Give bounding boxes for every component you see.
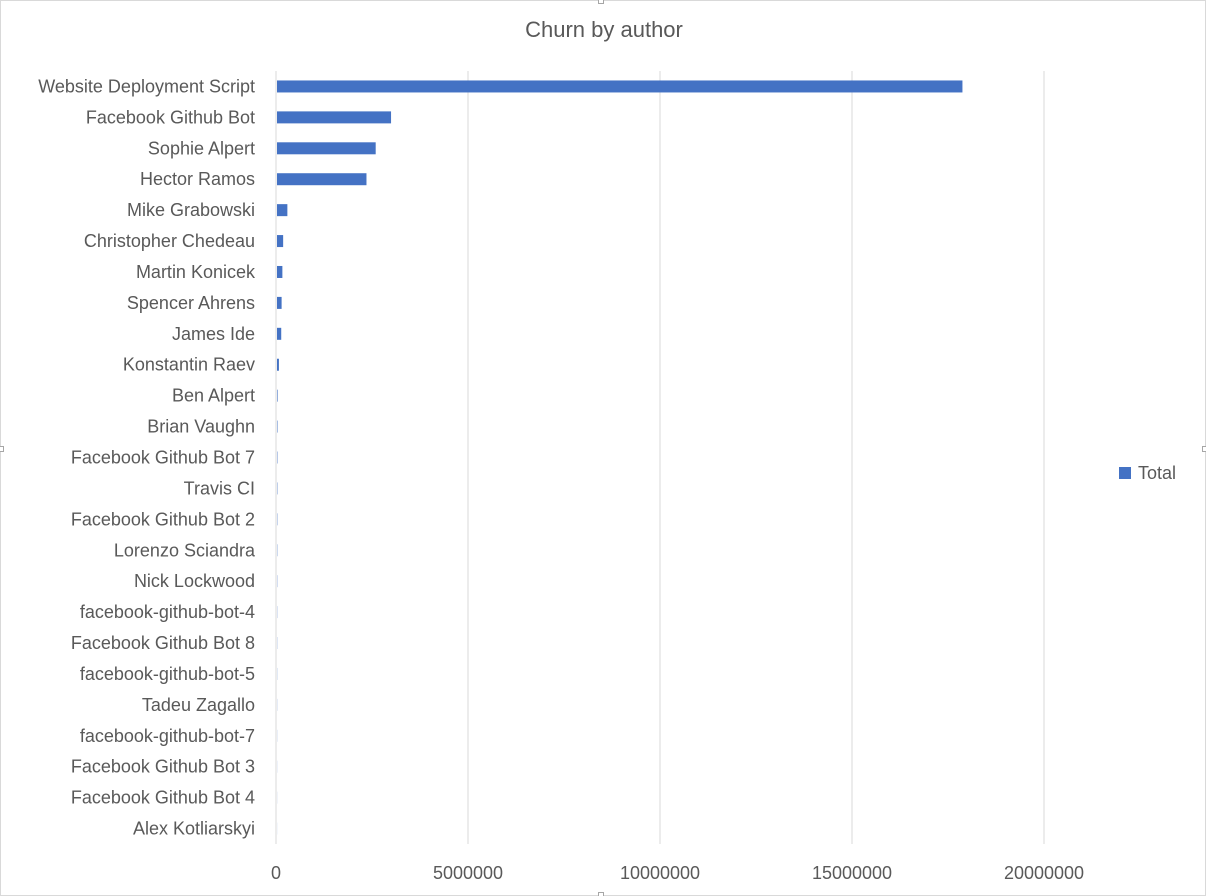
- category-label: Travis CI: [184, 478, 255, 498]
- legend-label-total: Total: [1138, 462, 1177, 483]
- x-tick-label: 20000000: [1004, 863, 1084, 883]
- legend-swatch-total: [1119, 467, 1131, 479]
- category-label: Mike Grabowski: [127, 200, 255, 220]
- category-label: Facebook Github Bot 3: [71, 757, 255, 777]
- category-label: Brian Vaughn: [147, 417, 255, 437]
- resize-handle-top[interactable]: [598, 0, 604, 4]
- category-label: Tadeu Zagallo: [142, 695, 255, 715]
- bar[interactable]: [277, 389, 278, 402]
- bar[interactable]: [277, 358, 279, 371]
- category-label: Website Deployment Script: [38, 76, 255, 96]
- category-axis-labels: Website Deployment Script Facebook Github…: [38, 76, 256, 838]
- bar[interactable]: [277, 327, 282, 340]
- legend[interactable]: Total: [1119, 461, 1176, 485]
- bar[interactable]: [277, 265, 283, 278]
- category-label: Konstantin Raev: [123, 355, 255, 375]
- category-label: James Ide: [172, 324, 255, 344]
- bar[interactable]: [277, 235, 284, 248]
- category-label: Martin Konicek: [136, 262, 256, 282]
- category-label: Facebook Github Bot 2: [71, 509, 255, 529]
- bar[interactable]: [277, 142, 376, 155]
- resize-handle-left[interactable]: [0, 446, 4, 452]
- value-axis-labels: 0 5000000 10000000 15000000 20000000: [271, 863, 1084, 883]
- category-label: facebook-github-bot-7: [80, 726, 255, 746]
- category-label: Nick Lockwood: [134, 571, 255, 591]
- x-tick-label: 15000000: [812, 863, 892, 883]
- gridlines: [275, 71, 1045, 844]
- resize-handle-bottom[interactable]: [598, 892, 604, 896]
- category-label: Spencer Ahrens: [127, 293, 255, 313]
- category-label: facebook-github-bot-4: [80, 602, 255, 622]
- category-label: Facebook Github Bot 8: [71, 633, 255, 653]
- bar[interactable]: [277, 173, 367, 186]
- category-label: Sophie Alpert: [148, 138, 255, 158]
- bar[interactable]: [277, 204, 288, 217]
- category-label: facebook-github-bot-5: [80, 664, 255, 684]
- x-tick-label: 5000000: [433, 863, 503, 883]
- x-tick-label: 0: [271, 863, 281, 883]
- bar[interactable]: [277, 296, 282, 309]
- x-tick-label: 10000000: [620, 863, 700, 883]
- bar[interactable]: [277, 80, 963, 93]
- bar[interactable]: [277, 111, 392, 124]
- category-label: Facebook Github Bot 7: [71, 448, 255, 468]
- category-label: Hector Ramos: [140, 169, 255, 189]
- category-label: Alex Kotliarskyi: [133, 819, 255, 839]
- chart-title: Churn by author: [525, 17, 683, 42]
- category-label: Facebook Github Bot: [86, 107, 255, 127]
- category-label: Facebook Github Bot 4: [71, 788, 255, 808]
- category-label: Ben Alpert: [172, 386, 255, 406]
- category-label: Lorenzo Sciandra: [114, 540, 256, 560]
- category-label: Christopher Chedeau: [84, 231, 255, 251]
- resize-handle-right[interactable]: [1202, 446, 1206, 452]
- bars: [277, 80, 963, 835]
